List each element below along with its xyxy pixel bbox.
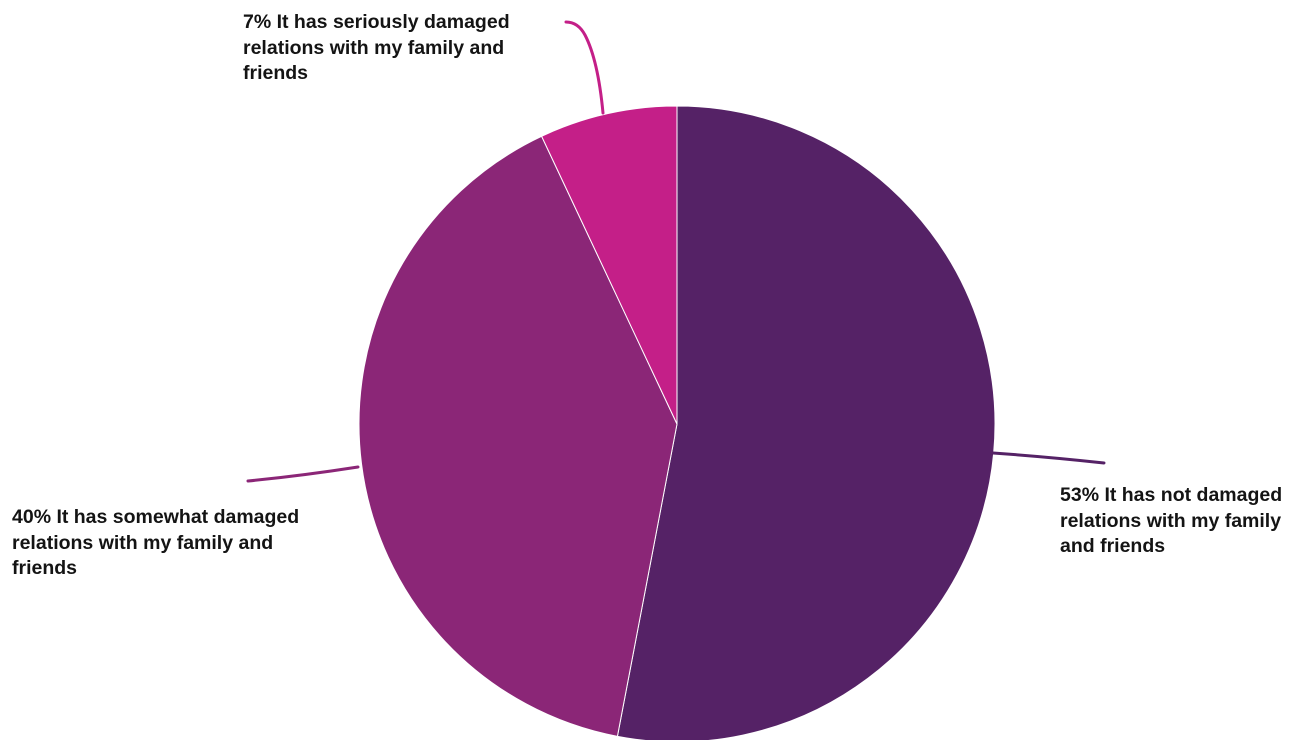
slice-seriously-damaged: [540, 105, 678, 425]
leader-lines: [246, 20, 1106, 483]
pie-slices: [358, 105, 996, 743]
slice-label-somewhat-damaged: 40% It has somewhat damaged relations wi…: [12, 506, 300, 580]
slice-somewhat-damaged: [358, 135, 678, 737]
leader-line-3: [564, 20, 605, 115]
leader-line-1: [991, 451, 1106, 465]
leader-line-2: [246, 465, 360, 483]
slice-label-seriously-damaged: 7% It has seriously damaged relations wi…: [243, 11, 510, 85]
slice-label-not-damaged: 53% It has not damaged relations with my…: [1060, 484, 1283, 558]
